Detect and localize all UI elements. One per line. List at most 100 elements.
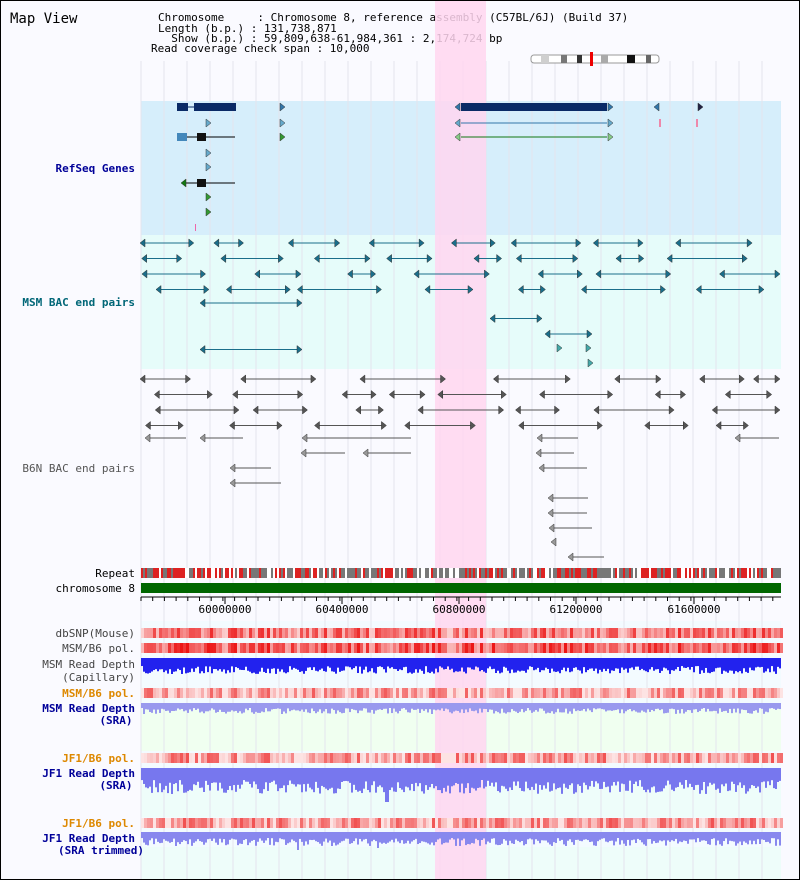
jf1-sra-depth-bar (175, 768, 177, 784)
jf1-b6-pol-heat-cell (693, 753, 696, 763)
msm-b6-pol-2-heat-cell (564, 688, 567, 698)
jf1-sra-depth-bar (401, 768, 403, 790)
repeat-block (269, 568, 271, 578)
msm-sra-depth-bar (219, 703, 221, 710)
repeat-block (363, 568, 365, 578)
jf1-b6-pol-heat-cell (327, 753, 330, 763)
jf1-trimmed-depth-bar (741, 832, 743, 846)
jf1-b6-pol-2-heat-cell (528, 818, 531, 828)
repeat-block (417, 568, 419, 578)
repeat-block (347, 568, 349, 578)
dbsnp-heat-cell (594, 628, 597, 638)
msm-b6-pol-heat-cell (183, 643, 186, 653)
jf1-b6-pol-2-heat-cell (504, 818, 507, 828)
msm-b6-pol-2-heat-cell (630, 688, 633, 698)
dbsnp-heat-cell (162, 628, 165, 638)
msm-sra-depth-bar (313, 703, 315, 712)
msm-sra-depth-bar (261, 703, 263, 712)
jf1-sra-depth-bar (569, 768, 571, 786)
msm-b6-pol-2-heat-cell (516, 688, 519, 698)
msm-bac-pair-end-icon (295, 269, 302, 279)
repeat-block (737, 568, 739, 578)
msm-sra-depth-bar (715, 703, 717, 711)
jf1-sra-depth-bar (249, 768, 251, 785)
jf1-sra-depth-bar (563, 768, 565, 784)
repeat-block (335, 568, 337, 578)
msm-bac-pair-end-icon (587, 358, 594, 368)
msm-sra-depth-bar (591, 703, 593, 713)
jf1-b6-pol-2-heat-cell (213, 818, 216, 828)
msm-sra-depth-bar (593, 703, 595, 709)
jf1-sra-depth-bar (409, 768, 411, 791)
jf1-b6-pol-heat-cell (621, 753, 624, 763)
jf1-trimmed-depth-bar (609, 832, 611, 841)
msm-bac-pair-end-icon (141, 253, 147, 264)
msm-capillary-depth-bar (251, 658, 253, 674)
msm-sra-depth-bar (733, 703, 735, 709)
msm-b6-pol-heat-cell (369, 643, 372, 653)
msm-sra-depth-bar (147, 703, 149, 710)
jf1-sra-depth-bar (655, 768, 657, 793)
jf1-trimmed-depth-bar (441, 832, 443, 845)
repeat-block (503, 568, 505, 578)
repeat-block (331, 568, 333, 578)
jf1-trimmed-depth-bar (163, 832, 165, 840)
dbsnp-heat-cell (597, 628, 600, 638)
dbsnp-heat-cell (393, 628, 396, 638)
msm-capillary-depth-bar (373, 658, 375, 673)
jf1-trimmed-depth-bar (349, 832, 351, 844)
jf1-sra-depth-bar (385, 768, 387, 802)
dbsnp-heat-cell (729, 628, 732, 638)
jf1-b6-pol-heat-cell (282, 753, 285, 763)
msm-b6-pol-heat-cell (471, 643, 474, 653)
jf1-trimmed-depth-bar (581, 832, 583, 842)
repeat-block (569, 568, 571, 578)
msm-b6-pol-heat-cell (597, 643, 600, 653)
msm-sra-depth-bar (511, 703, 513, 710)
jf1-sra-depth-bar (365, 768, 367, 782)
jf1-trimmed-depth-bar (455, 832, 457, 846)
msm-b6-pol-2-heat-cell (522, 688, 525, 698)
msm-sra-depth-bar (597, 703, 599, 709)
jf1-sra-depth-bar (217, 768, 219, 791)
jf1-b6-pol-2-heat-cell (702, 818, 705, 828)
msm-b6-pol-heat-cell (465, 643, 468, 653)
dbsnp-heat-cell (588, 628, 591, 638)
msm-b6-pol-heat-cell (750, 643, 753, 653)
jf1-sra-depth-bar (665, 768, 667, 786)
jf1-sra-depth-bar (591, 768, 593, 781)
msm-capillary-depth-bar (615, 658, 617, 669)
jf1-b6-pol-2-heat-cell (249, 818, 252, 828)
jf1-b6-pol-heat-cell (360, 753, 363, 763)
msm-b6-pol-heat-cell (633, 643, 636, 653)
msm-capillary-depth-bar (729, 658, 731, 671)
jf1-trimmed-depth-bar (201, 832, 203, 842)
jf1-sra-depth-bar (601, 768, 603, 789)
msm-b6-pol-2-heat-cell (216, 688, 219, 698)
jf1-b6-pol-heat-cell (315, 753, 318, 763)
msm-b6-pol-2-heat-cell (651, 688, 654, 698)
jf1-trimmed-depth-bar (681, 832, 683, 843)
msm-capillary-depth-bar (777, 658, 779, 667)
dbsnp-heat-cell (303, 628, 306, 638)
msm-capillary-depth-bar (281, 658, 283, 670)
jf1-b6-pol-2-heat-cell (282, 818, 285, 828)
msm-capillary-depth-bar (657, 658, 659, 670)
msm-capillary-depth-bar (675, 658, 677, 670)
msm-sra-depth-bar (377, 703, 379, 710)
msm-sra-depth-bar (267, 703, 269, 712)
msm-b6-pol-heat-cell (705, 643, 708, 653)
dbsnp-heat-cell (612, 628, 615, 638)
dbsnp-heat-cell (504, 628, 507, 638)
jf1-trimmed-depth-bar (355, 832, 357, 839)
dbsnp-heat-cell (357, 628, 360, 638)
jf1-b6-pol-2-heat-cell (492, 818, 495, 828)
jf1-sra-depth-bar (769, 768, 771, 786)
msm-b6-pol-2-heat-cell (726, 688, 729, 698)
jf1-sra-depth-bar (511, 768, 513, 790)
repeat-block (515, 568, 517, 578)
jf1-trimmed-depth-bar (401, 832, 403, 841)
msm-bac-pair-end-icon (666, 253, 673, 264)
repeat-block (275, 568, 277, 578)
